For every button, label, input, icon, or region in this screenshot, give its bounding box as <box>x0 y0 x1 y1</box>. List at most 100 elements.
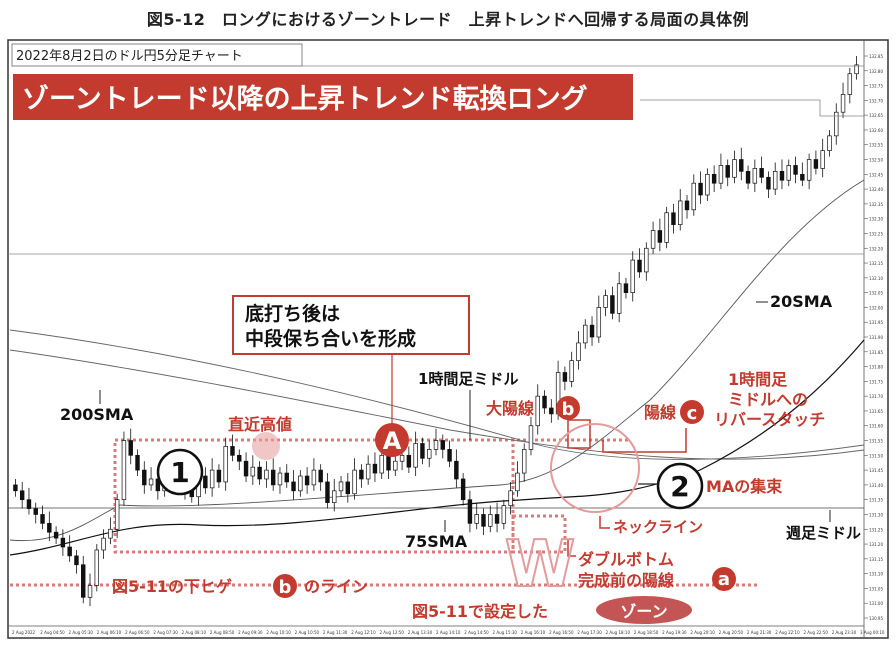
candle-down <box>230 446 235 456</box>
x-tick-label: 2 Aug 20:50 <box>719 630 744 635</box>
price-axis: 132.85 132.80 132.75 132.70 132.65 132.60 132.… <box>864 54 883 621</box>
candle-down <box>81 564 86 598</box>
candle-up <box>650 230 656 249</box>
candle-down <box>589 324 595 338</box>
y-tick-label: 131.40 <box>869 483 883 488</box>
candle-up <box>298 475 303 492</box>
headline: ゾーントレード以降の上昇トレンド転換ロング <box>22 83 588 115</box>
candle-up <box>101 537 106 551</box>
candle-up <box>535 395 540 427</box>
candle-up <box>94 549 100 586</box>
candle-up <box>488 514 493 527</box>
candle-up <box>596 307 602 338</box>
y-tick-label: 131.65 <box>869 409 883 414</box>
y-tick-label: 132.55 <box>869 143 883 148</box>
neckline-bracket <box>599 516 610 529</box>
x-tick-label: 2 Aug 14:50 <box>464 630 489 635</box>
hourly-mid-line <box>9 329 865 460</box>
double-bottom-line1: ダブルボトム <box>578 550 674 569</box>
candle-up <box>691 182 697 211</box>
x-tick-label: 2 Aug 08:50 <box>210 630 235 635</box>
candle-down <box>467 499 473 524</box>
candle-down <box>33 508 38 515</box>
x-tick-label: 2 Aug 18:50 <box>634 630 659 635</box>
candle-down <box>440 440 445 450</box>
candle-down <box>304 475 310 486</box>
x-tick-label: 2 Aug 06:10 <box>97 630 122 635</box>
y-tick-label: 131.45 <box>869 468 883 473</box>
candle-up <box>365 463 371 480</box>
candle-down <box>711 173 717 184</box>
x-tick-label: 2 Aug 21:30 <box>747 630 772 635</box>
x-tick-label: 2 Aug 08:10 <box>182 630 207 635</box>
candle-up <box>393 460 398 471</box>
y-tick-label: 131.75 <box>869 379 883 384</box>
candle-down <box>454 460 459 480</box>
candle-down <box>623 283 629 293</box>
x-tick-label: 2 Aug 20:10 <box>690 630 715 635</box>
y-tick-label: 131.90 <box>869 335 883 340</box>
marker-1: 1 <box>170 456 189 489</box>
candle-down <box>53 531 59 539</box>
x-tick-label: 2 Aug 05:30 <box>69 630 94 635</box>
candle-up <box>718 165 724 184</box>
candle-down <box>406 454 412 468</box>
candles <box>13 56 859 607</box>
y-tick-label: 131.60 <box>869 424 883 429</box>
candle-up <box>121 440 127 501</box>
y-tick-label: 132.50 <box>869 158 883 163</box>
candle-down <box>447 449 452 462</box>
y-tick-label: 132.65 <box>869 113 883 118</box>
consolidation-line2: 中段保ち合いを形成 <box>245 327 416 350</box>
candle-up <box>583 324 588 344</box>
candle-down <box>359 469 364 480</box>
candle-down <box>813 159 819 169</box>
x-tick-label: 2 Aug 04:50 <box>40 630 65 635</box>
y-tick-label: 131.10 <box>869 572 883 577</box>
zone-pill <box>596 596 692 624</box>
headline-banner <box>13 74 633 120</box>
candle-up <box>664 212 669 243</box>
candle-up <box>752 168 758 184</box>
x-tick-label: 2 Aug 12:10 <box>351 630 376 635</box>
candle-up <box>772 171 778 190</box>
candle-down <box>739 159 744 172</box>
double-bottom-bracket <box>567 540 576 557</box>
y-tick-label: 131.15 <box>869 557 883 562</box>
candle-down <box>318 469 323 483</box>
candle-up <box>705 173 710 196</box>
candle-up <box>379 454 384 474</box>
weekly-mid-label: 週足ミドル <box>786 524 861 542</box>
x-tick-label: 2 Aug 10:10 <box>266 630 291 635</box>
sma200-label: 200SMA <box>60 405 134 424</box>
candle-down <box>542 395 547 409</box>
consolidation-line1: 底打ち後は <box>245 302 340 325</box>
chart-frame <box>7 39 889 639</box>
candle-up <box>264 469 269 480</box>
candle-up <box>311 469 317 486</box>
candle-down <box>637 259 642 273</box>
candle-down <box>26 499 32 509</box>
hourly-mid-label: 1時間足ミドル <box>418 370 518 388</box>
y-tick-label: 131.80 <box>869 365 883 370</box>
candle-up <box>114 499 120 530</box>
time-axis: 2 Aug 2022 2 Aug 04:50 2 Aug 05:30 2 Aug 06… <box>12 630 885 635</box>
x-tick-label: 2 Aug 22:10 <box>775 630 800 635</box>
candle-down <box>766 176 771 190</box>
x-tick-label: 2 Aug 22:50 <box>803 630 828 635</box>
retest-zone-circle <box>550 423 640 513</box>
y-tick-label: 132.10 <box>869 276 883 281</box>
recent-high-label: 直近高値 <box>228 415 292 434</box>
x-tick-label: 2 Aug 12:50 <box>379 630 404 635</box>
candle-down <box>128 440 133 456</box>
candle-down <box>13 484 18 492</box>
candle-up <box>786 165 791 181</box>
bull-label: 陽線 <box>644 403 676 422</box>
y-tick-label: 132.70 <box>869 98 883 103</box>
candle-down <box>793 165 798 175</box>
candle-up <box>108 528 113 539</box>
candle-down <box>40 514 45 524</box>
y-tick-label: 131.95 <box>869 320 883 325</box>
candle-down <box>345 481 351 495</box>
